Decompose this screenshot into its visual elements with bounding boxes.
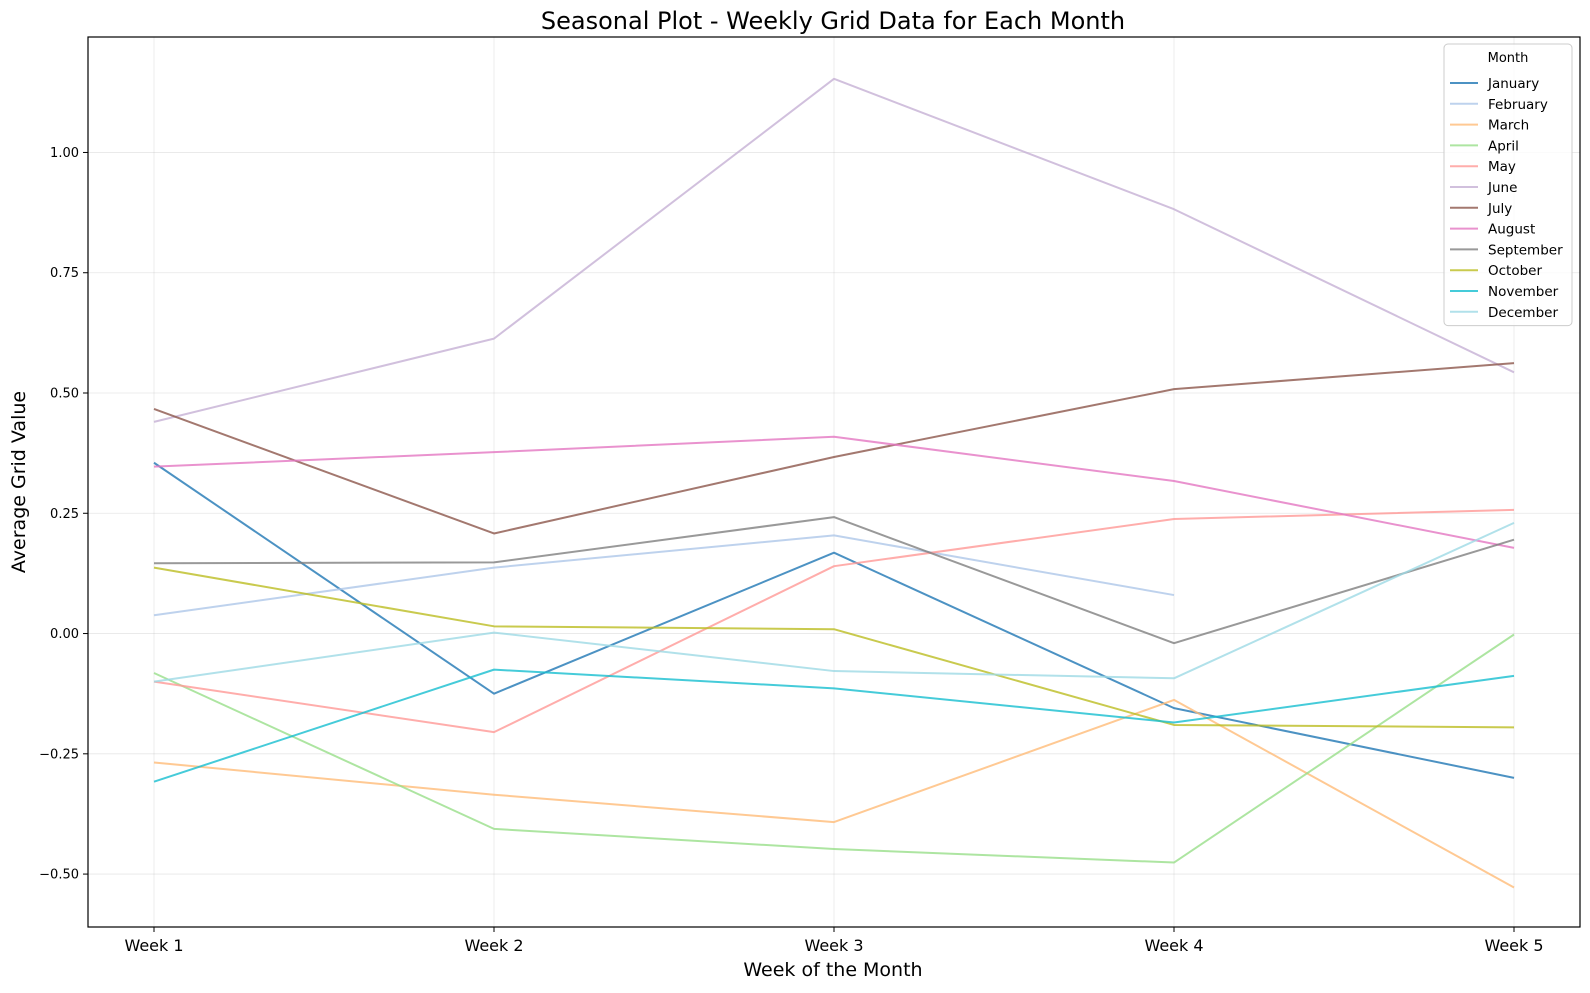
series-line-april	[153, 633, 1515, 864]
series-line-july	[153, 362, 1515, 535]
series-line-february	[153, 534, 1175, 617]
legend-label-july: July	[1487, 201, 1512, 217]
legend-label-august: August	[1488, 222, 1535, 238]
legend-label-december: December	[1488, 305, 1558, 321]
x-tick-label: Week 2	[464, 936, 523, 955]
legend-label-february: February	[1488, 97, 1548, 113]
series-line-december	[153, 521, 1515, 683]
x-axis-ticks: Week 1 Week 2 Week 3 Week 4 Week 5	[124, 927, 1544, 955]
y-tick-label: 1.00	[50, 146, 79, 161]
grid-lines	[88, 37, 1580, 927]
y-tick-label: 0.25	[50, 507, 79, 522]
x-tick-label: Week 5	[1484, 936, 1543, 955]
y-tick-label: 0.50	[50, 387, 79, 402]
legend-label-june: June	[1487, 180, 1517, 196]
legend-box	[1443, 43, 1573, 327]
y-tick-label: −0.25	[39, 747, 79, 762]
series-line-august	[153, 435, 1515, 549]
legend-label-april: April	[1488, 138, 1519, 154]
x-tick-label: Week 1	[124, 936, 183, 955]
x-tick-label: Week 4	[1144, 936, 1203, 955]
legend-label-january: January	[1487, 76, 1539, 92]
legend-label-march: March	[1488, 118, 1529, 134]
x-tick-label: Week 3	[804, 936, 863, 955]
legend-label-november: November	[1488, 284, 1559, 300]
series-line-september	[153, 516, 1515, 645]
y-tick-label: 0.00	[50, 627, 79, 642]
series-line-october	[153, 566, 1515, 729]
legend-label-september: September	[1488, 242, 1563, 258]
series-line-june	[153, 77, 1515, 423]
x-axis-label: Week of the Month	[743, 959, 922, 981]
legend-label-october: October	[1488, 263, 1542, 279]
legend: Month January February March April May June Jul…	[1443, 43, 1573, 327]
y-axis-label: Average Grid Value	[8, 391, 30, 573]
y-tick-label: −0.50	[39, 868, 79, 883]
y-axis-ticks: −0.50 −0.25 0.00 0.25 0.50 0.75 1.00	[39, 146, 88, 883]
chart-title: Seasonal Plot - Weekly Grid Data for Eac…	[541, 7, 1125, 35]
series-line-may	[153, 508, 1515, 734]
legend-label-may: May	[1488, 159, 1516, 175]
legend-title: Month	[1488, 51, 1529, 66]
series-lines	[153, 77, 1515, 889]
series-line-january	[153, 461, 1515, 779]
series-line-november	[153, 668, 1515, 783]
y-tick-label: 0.75	[50, 266, 79, 281]
series-line-march	[153, 698, 1515, 889]
